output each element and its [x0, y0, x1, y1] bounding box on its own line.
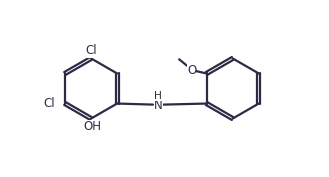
- Text: Cl: Cl: [85, 44, 97, 58]
- Text: OH: OH: [83, 120, 101, 133]
- Text: Cl: Cl: [44, 97, 55, 110]
- Text: N: N: [154, 99, 163, 112]
- Text: H: H: [154, 91, 162, 101]
- Text: O: O: [187, 64, 196, 77]
